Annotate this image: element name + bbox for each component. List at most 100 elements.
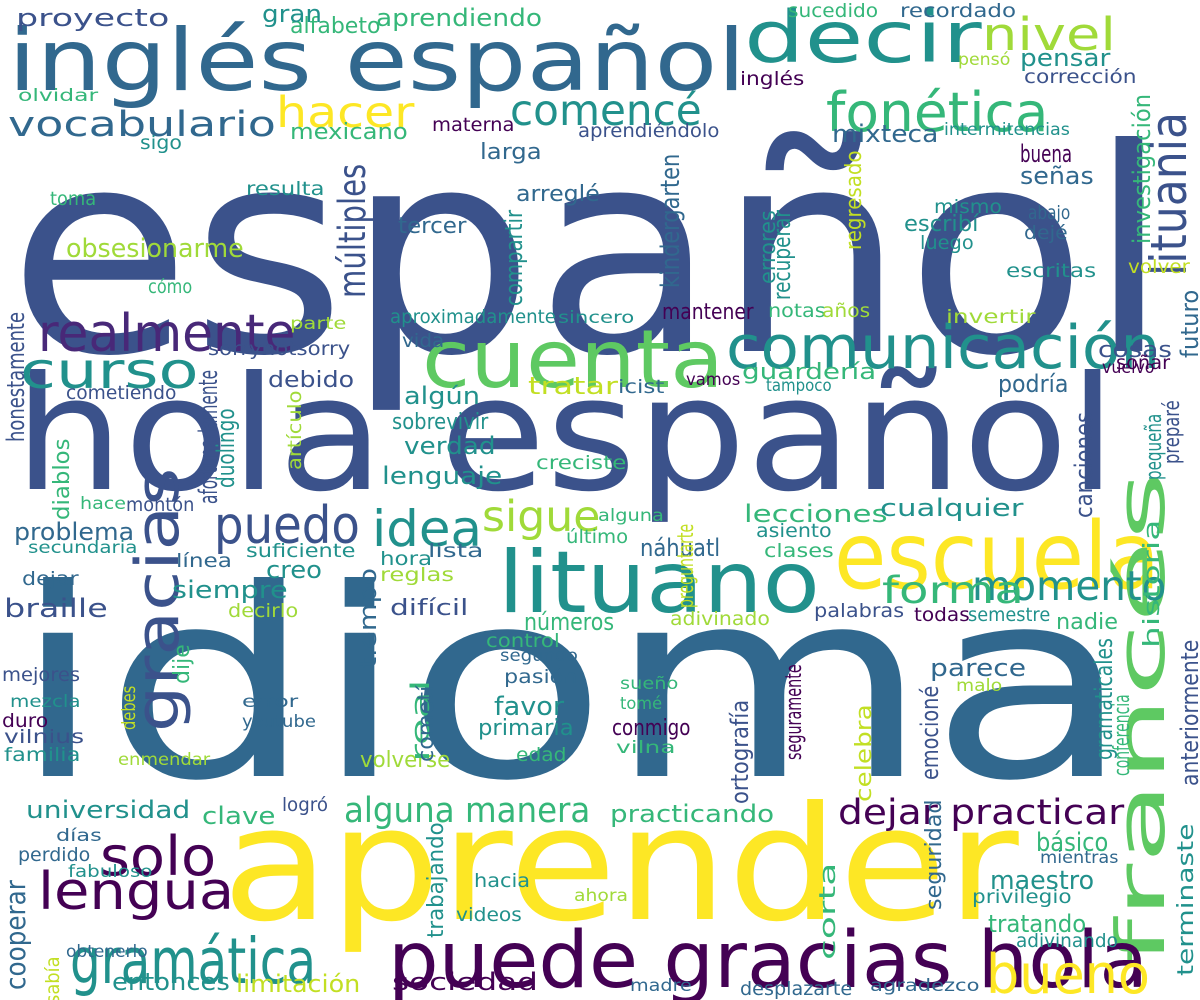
cloud-word: error xyxy=(242,692,299,712)
cloud-word: historia xyxy=(1140,519,1165,648)
cloud-word: enmendar xyxy=(118,750,211,770)
cloud-word: escritas xyxy=(1006,260,1097,282)
cloud-word: difícil xyxy=(390,596,469,621)
cloud-word: toma xyxy=(50,188,97,210)
cloud-word: logró xyxy=(282,794,328,816)
cloud-word: sociedad xyxy=(392,968,538,996)
cloud-word: aprender xyxy=(222,773,1019,957)
cloud-word: creo xyxy=(266,556,322,584)
cloud-word: último xyxy=(566,526,629,548)
cloud-word: seguramente xyxy=(782,664,807,760)
cloud-word: verdad xyxy=(404,432,496,460)
cloud-word: podría xyxy=(998,370,1069,398)
cloud-word: nadie xyxy=(1056,610,1119,635)
cloud-word: bueno xyxy=(986,943,1150,1000)
cloud-word: asiento xyxy=(756,520,832,542)
cloud-word: mantener xyxy=(662,300,754,325)
cloud-word: inglés xyxy=(740,68,805,90)
cloud-word: mismo xyxy=(934,196,1002,218)
cloud-word: seguridad xyxy=(922,799,947,910)
cloud-word: tratar xyxy=(528,372,618,400)
cloud-word: terminaste xyxy=(1174,823,1199,976)
cloud-word: escuela xyxy=(834,502,1160,610)
cloud-word: edad xyxy=(516,744,567,766)
cloud-word: preguntarte xyxy=(674,523,699,608)
cloud-word: tiempo xyxy=(354,567,382,668)
cloud-word: desplazarte xyxy=(740,978,853,1000)
cloud-word: lituano xyxy=(498,533,820,633)
cloud-word: kindergarten xyxy=(656,153,686,288)
cloud-word: algún xyxy=(404,382,481,410)
cloud-word: hora xyxy=(380,548,433,570)
cloud-word: náhuatl xyxy=(640,534,721,562)
cloud-word: años xyxy=(822,300,871,322)
cloud-word: maestro xyxy=(990,866,1095,896)
cloud-word: sigo xyxy=(140,132,182,154)
cloud-word: dejar xyxy=(22,568,79,590)
cloud-word: mezcla xyxy=(10,692,81,712)
cloud-word: cometiendo xyxy=(66,382,177,404)
cloud-word: invertir xyxy=(946,306,1036,328)
cloud-word: tercer xyxy=(398,214,467,239)
cloud-word: montón xyxy=(126,494,195,516)
cloud-word: videos xyxy=(456,904,522,926)
cloud-word: sorrynotsorry xyxy=(208,338,351,360)
cloud-word: limitación xyxy=(236,970,361,998)
cloud-word: duolingo xyxy=(212,408,240,488)
cloud-word: tratando xyxy=(988,910,1087,938)
cloud-word: olvidar xyxy=(18,86,99,106)
cloud-word: recordado xyxy=(900,0,1017,22)
cloud-word: lecciones xyxy=(744,500,888,528)
cloud-word: momento xyxy=(972,562,1167,610)
cloud-word: cualquier xyxy=(880,494,1024,522)
cloud-word: investigación xyxy=(1128,93,1156,244)
cloud-word: todas xyxy=(914,604,970,626)
cloud-word: favor xyxy=(494,692,565,722)
cloud-word: familia xyxy=(4,744,81,766)
cloud-word: regresado xyxy=(842,150,867,250)
cloud-word: volverse xyxy=(360,748,451,773)
cloud-word: conferencia xyxy=(1110,694,1135,776)
cloud-word: pensó xyxy=(958,50,1011,70)
cloud-word: corta xyxy=(816,862,841,960)
cloud-word: perdido xyxy=(18,844,91,866)
cloud-word: volver xyxy=(1128,256,1190,278)
cloud-word: resulta xyxy=(246,178,325,200)
cloud-word: hola español xyxy=(14,343,1117,527)
cloud-word: línea xyxy=(176,550,232,572)
cloud-word: control xyxy=(486,630,560,652)
cloud-word: cosas xyxy=(1098,338,1172,363)
cloud-word: básico xyxy=(1036,828,1109,858)
cloud-word: vilna xyxy=(616,738,676,758)
cloud-word: alguna xyxy=(598,506,664,526)
cloud-word: adivinado xyxy=(670,608,770,630)
cloud-word: clave xyxy=(202,802,276,830)
cloud-word: sobrevivir xyxy=(392,410,489,435)
cloud-word: anteriormente xyxy=(1176,639,1200,786)
cloud-word: semestre xyxy=(968,604,1051,626)
cloud-word: icist xyxy=(618,376,665,398)
cloud-word: idea xyxy=(372,500,483,558)
cloud-word: arreglé xyxy=(516,182,600,207)
cloud-word: madre xyxy=(630,976,692,996)
cloud-word: privilegio xyxy=(972,886,1072,908)
cloud-word: creciste xyxy=(536,452,627,474)
cloud-word: vamos xyxy=(686,370,741,390)
cloud-word: decir xyxy=(744,0,982,79)
cloud-word: abajo xyxy=(1028,202,1071,224)
cloud-word: sigue xyxy=(482,492,601,542)
cloud-word: adivinando xyxy=(1016,930,1118,952)
cloud-word: debes xyxy=(118,685,140,730)
cloud-word: honestamente xyxy=(2,311,30,442)
cloud-word: pasión xyxy=(504,666,578,688)
cloud-word: problema xyxy=(14,518,135,546)
cloud-word: clases xyxy=(764,540,834,562)
cloud-word: hacer xyxy=(276,88,415,138)
cloud-word: braille xyxy=(4,594,108,624)
cloud-word: tampoco xyxy=(766,376,832,396)
cloud-word: futuro xyxy=(1176,289,1200,358)
cloud-word: hace xyxy=(80,494,127,514)
cloud-word: notas xyxy=(768,300,826,322)
cloud-word: suficiente xyxy=(246,540,356,562)
